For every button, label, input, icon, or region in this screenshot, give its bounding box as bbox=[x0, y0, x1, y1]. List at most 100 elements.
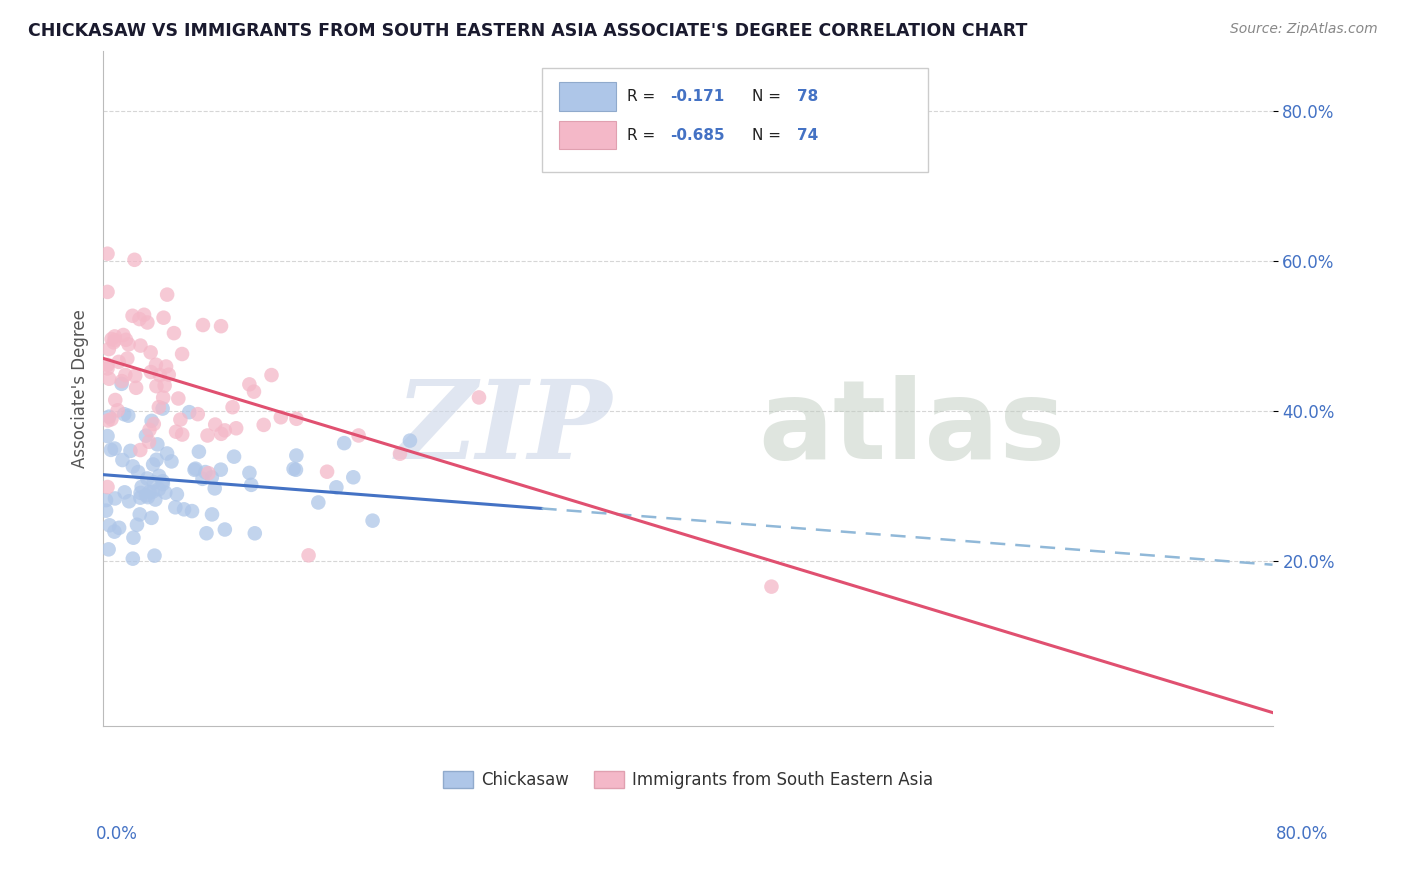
Point bbox=[117, 351, 139, 366]
Point bbox=[97, 542, 120, 557]
Text: R =: R = bbox=[627, 89, 661, 104]
Point bbox=[125, 381, 148, 395]
Point bbox=[155, 485, 177, 500]
Point bbox=[138, 434, 160, 449]
Point bbox=[136, 316, 159, 330]
Point bbox=[191, 318, 214, 332]
Point bbox=[141, 484, 163, 499]
Point bbox=[145, 452, 167, 467]
Point bbox=[136, 471, 159, 485]
Point bbox=[152, 476, 174, 491]
Point bbox=[124, 368, 146, 383]
Point bbox=[761, 580, 783, 594]
Point bbox=[107, 355, 129, 369]
Point bbox=[333, 436, 356, 450]
Point bbox=[243, 384, 266, 399]
Point bbox=[347, 428, 370, 442]
Point bbox=[135, 428, 157, 442]
Text: Source: ZipAtlas.com: Source: ZipAtlas.com bbox=[1230, 22, 1378, 37]
Point bbox=[108, 521, 131, 535]
Point bbox=[104, 392, 127, 407]
Point bbox=[240, 478, 263, 492]
Point bbox=[201, 470, 224, 484]
Point bbox=[139, 345, 162, 359]
Point bbox=[167, 392, 190, 406]
Point bbox=[114, 368, 136, 382]
Text: CHICKASAW VS IMMIGRANTS FROM SOUTH EASTERN ASIA ASSOCIATE'S DEGREE CORRELATION C: CHICKASAW VS IMMIGRANTS FROM SOUTH EASTE… bbox=[28, 22, 1028, 40]
Point bbox=[166, 487, 188, 501]
Point bbox=[342, 470, 364, 484]
Point bbox=[117, 409, 139, 423]
Point bbox=[104, 329, 127, 343]
Point bbox=[163, 326, 186, 340]
Point bbox=[195, 526, 218, 541]
FancyBboxPatch shape bbox=[541, 68, 928, 172]
Text: 0.0%: 0.0% bbox=[96, 825, 138, 843]
Point bbox=[129, 486, 152, 500]
Text: -0.685: -0.685 bbox=[671, 128, 725, 143]
Point bbox=[183, 463, 205, 477]
Point bbox=[172, 427, 194, 442]
Point bbox=[124, 252, 146, 267]
Point bbox=[173, 502, 195, 516]
Point bbox=[468, 391, 491, 405]
Point bbox=[221, 401, 243, 415]
Text: atlas: atlas bbox=[758, 376, 1066, 483]
Point bbox=[160, 454, 183, 468]
Point bbox=[104, 491, 127, 506]
Point bbox=[152, 310, 174, 325]
Point bbox=[165, 500, 187, 515]
Point bbox=[120, 443, 142, 458]
Point bbox=[100, 442, 122, 457]
Point bbox=[97, 342, 120, 356]
Point bbox=[97, 413, 120, 427]
Point bbox=[100, 412, 122, 426]
Point bbox=[148, 482, 170, 496]
Point bbox=[172, 347, 194, 361]
Point bbox=[122, 531, 145, 545]
Point bbox=[98, 518, 121, 533]
Point bbox=[209, 463, 232, 477]
Point bbox=[112, 407, 135, 421]
Point bbox=[104, 333, 127, 347]
Y-axis label: Associate's Degree: Associate's Degree bbox=[72, 309, 89, 467]
Point bbox=[143, 549, 166, 563]
Point bbox=[399, 434, 422, 448]
Point bbox=[128, 508, 150, 522]
Point bbox=[187, 444, 209, 458]
Point bbox=[197, 428, 219, 442]
Point bbox=[169, 412, 191, 426]
Point bbox=[94, 493, 117, 508]
Point bbox=[179, 405, 201, 419]
Point bbox=[96, 285, 118, 299]
Point bbox=[129, 338, 152, 352]
Point bbox=[238, 377, 260, 392]
Point bbox=[194, 465, 217, 479]
Point bbox=[96, 480, 118, 494]
Point bbox=[222, 450, 245, 464]
Point bbox=[165, 425, 187, 439]
Point bbox=[131, 480, 153, 494]
Point bbox=[152, 391, 174, 405]
FancyBboxPatch shape bbox=[560, 121, 616, 149]
Point bbox=[283, 462, 305, 476]
Text: N =: N = bbox=[752, 128, 786, 143]
Point bbox=[110, 376, 132, 391]
Point bbox=[238, 466, 260, 480]
Point bbox=[142, 458, 165, 472]
Text: ZIP: ZIP bbox=[395, 376, 612, 483]
Point bbox=[132, 308, 155, 322]
Point bbox=[98, 372, 121, 386]
Point bbox=[96, 361, 118, 376]
Point bbox=[96, 358, 118, 372]
Point bbox=[260, 368, 283, 382]
Point bbox=[127, 465, 149, 479]
Point bbox=[141, 511, 163, 525]
Point bbox=[96, 429, 118, 443]
Point bbox=[112, 328, 135, 343]
Point bbox=[214, 523, 236, 537]
Point bbox=[243, 526, 266, 541]
Text: R =: R = bbox=[627, 128, 661, 143]
Point bbox=[129, 443, 152, 458]
Point bbox=[225, 421, 247, 435]
